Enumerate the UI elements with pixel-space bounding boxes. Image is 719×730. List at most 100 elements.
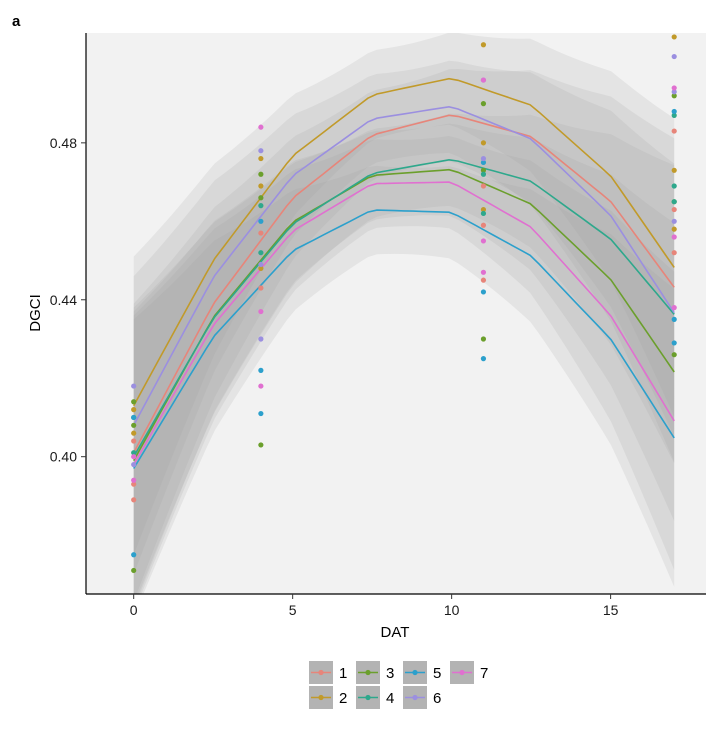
- legend-item-5: 5: [403, 661, 441, 684]
- legend-label-2: 2: [339, 690, 347, 707]
- confidence-band-series-3: [133, 123, 675, 594]
- legend-label-1: 1: [339, 665, 347, 682]
- legend-item-6: 6: [403, 686, 441, 709]
- axes: 0 5 10 15 0.40 0.44 0.48: [50, 33, 706, 618]
- data-point-series-6: [480, 155, 487, 162]
- data-point-series-5: [258, 367, 264, 373]
- data-point-series-6: [131, 461, 137, 468]
- data-point-series-3: [480, 336, 487, 342]
- data-point-series-7: [671, 305, 677, 311]
- data-point-series-5: [480, 159, 487, 166]
- confidence-band-series-5: [133, 165, 675, 594]
- data-point-series-7: [480, 269, 487, 275]
- plot-area: [86, 33, 706, 594]
- legend-key-point-2: [318, 694, 324, 701]
- data-point-series-2: [258, 265, 264, 271]
- x-tick-label: 10: [444, 602, 460, 618]
- legend-item-4: 4: [356, 686, 394, 709]
- data-point-series-5: [258, 410, 264, 417]
- confidence-band-series-1: [133, 69, 675, 594]
- data-point-series-5: [671, 340, 677, 346]
- data-point-series-6: [671, 89, 677, 95]
- data-point-series-6: [258, 336, 264, 342]
- data-point-series-2: [131, 407, 137, 413]
- data-point-series-4: [671, 199, 677, 205]
- data-point-series-5: [131, 414, 137, 421]
- data-points: [131, 34, 677, 574]
- data-point-series-1: [671, 206, 677, 213]
- fit-line-series-3: [133, 168, 675, 461]
- data-point-series-2: [671, 167, 677, 173]
- legend-item-2: 2: [309, 686, 347, 709]
- legend-key-point-5: [412, 669, 418, 676]
- data-point-series-7: [131, 454, 137, 460]
- data-point-series-7: [671, 234, 677, 240]
- legend-label-5: 5: [433, 665, 441, 682]
- x-tick-label: 0: [130, 602, 138, 618]
- data-point-series-1: [131, 497, 137, 503]
- data-point-series-4: [480, 171, 487, 177]
- data-point-series-7: [258, 383, 264, 389]
- data-point-series-5: [671, 108, 677, 115]
- data-point-series-3: [480, 101, 487, 107]
- data-point-series-3: [258, 195, 264, 201]
- data-point-series-7: [258, 308, 264, 315]
- data-point-series-1: [480, 277, 487, 283]
- data-point-series-5: [671, 316, 677, 322]
- legend-item-7: 7: [450, 661, 488, 684]
- data-point-series-7: [258, 124, 264, 130]
- legend: 1 3 5 7 2 4 6: [309, 661, 488, 709]
- data-point-series-3: [258, 171, 264, 177]
- y-axis-title: DGCI: [27, 294, 44, 332]
- y-tick-label: 0.48: [50, 135, 77, 151]
- data-point-series-1: [480, 183, 487, 189]
- data-point-series-3: [131, 422, 137, 428]
- data-point-series-2: [671, 34, 677, 40]
- data-point-series-6: [258, 261, 264, 268]
- data-point-series-1: [671, 128, 677, 134]
- data-point-series-5: [480, 356, 487, 362]
- legend-label-4: 4: [386, 690, 394, 707]
- fit-lines: [132, 77, 675, 469]
- fit-line-series-2: [132, 77, 675, 407]
- data-point-series-6: [258, 148, 264, 154]
- data-point-series-4: [131, 450, 137, 456]
- legend-key-point-1: [318, 669, 324, 676]
- data-point-series-6: [671, 53, 677, 60]
- y-tick-label: 0.44: [50, 292, 77, 308]
- data-point-series-1: [258, 230, 264, 236]
- data-point-series-7: [480, 238, 487, 244]
- data-point-series-5: [480, 289, 487, 295]
- data-point-series-3: [480, 167, 487, 173]
- data-point-series-1: [258, 285, 264, 291]
- y-tick-label: 0.40: [50, 449, 77, 465]
- data-point-series-2: [258, 155, 264, 162]
- data-point-series-2: [671, 226, 677, 232]
- data-point-series-5: [258, 218, 264, 224]
- data-point-series-7: [480, 77, 487, 83]
- data-point-series-5: [131, 552, 137, 558]
- legend-key-point-6: [412, 694, 418, 701]
- legend-key-point-4: [365, 694, 371, 701]
- data-point-series-1: [480, 222, 487, 228]
- confidence-band-series-2: [133, 33, 675, 555]
- data-point-series-4: [258, 250, 264, 256]
- data-point-series-3: [131, 399, 137, 405]
- x-tick-label: 5: [289, 602, 297, 618]
- data-point-series-2: [480, 206, 487, 213]
- data-point-series-3: [258, 442, 264, 448]
- x-tick-label: 15: [603, 602, 619, 618]
- data-point-series-1: [671, 250, 677, 256]
- data-point-series-2: [131, 430, 137, 436]
- legend-label-6: 6: [433, 690, 441, 707]
- legend-label-3: 3: [386, 665, 394, 682]
- x-axis-title: DAT: [381, 624, 410, 641]
- confidence-band-series-6: [133, 60, 675, 575]
- legend-item-3: 3: [356, 661, 394, 684]
- data-point-series-1: [131, 438, 137, 444]
- legend-key-point-3: [365, 669, 371, 676]
- data-point-series-4: [671, 112, 677, 118]
- legend-item-1: 1: [309, 661, 347, 684]
- data-point-series-6: [671, 218, 677, 224]
